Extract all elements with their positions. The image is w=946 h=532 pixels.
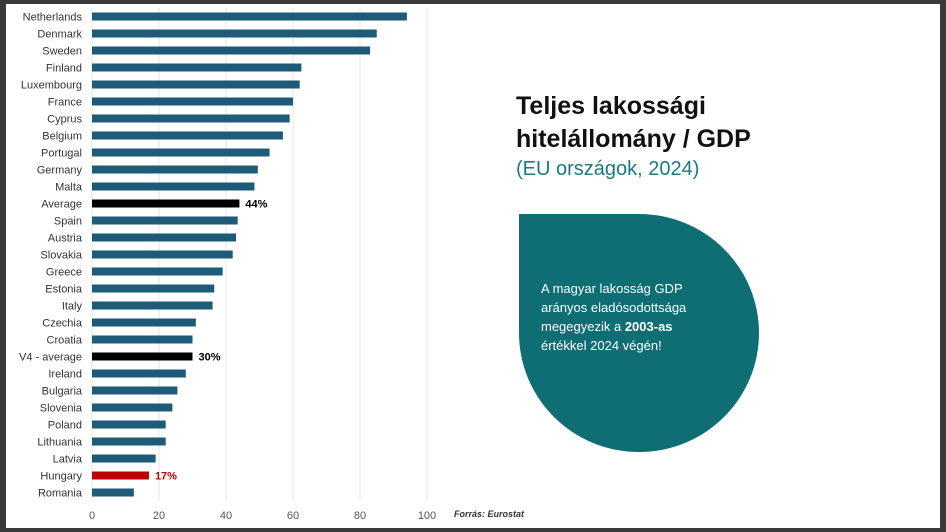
bar (92, 437, 166, 446)
category-label: Poland (48, 420, 82, 432)
bar (92, 369, 186, 378)
callout-line-2: arányos eladósodottsága (541, 300, 687, 315)
bar (92, 165, 258, 174)
category-label: Lithuania (37, 437, 83, 449)
bar (92, 114, 290, 123)
category-label: Average (41, 199, 82, 211)
category-label: Bulgaria (42, 386, 83, 398)
category-label: Czechia (42, 318, 83, 330)
category-label: V4 - average (19, 352, 82, 364)
bar (92, 386, 178, 395)
category-label: Finland (46, 63, 82, 75)
callout-bubble: A magyar lakosság GDP arányos eladósodot… (519, 214, 759, 452)
bar (92, 335, 193, 344)
category-label: Hungary (40, 471, 82, 483)
category-label: France (48, 97, 82, 109)
bar (92, 471, 149, 480)
slide: Netherlands Denmark Sweden Finland Luxembour… (6, 4, 940, 528)
category-label: Germany (37, 165, 83, 177)
bar (92, 233, 237, 242)
bar (92, 199, 240, 208)
category-label: Slovakia (40, 250, 82, 262)
callout-text: A magyar lakosság GDP arányos eladósodot… (541, 279, 741, 355)
x-tick-label: 100 (418, 510, 436, 522)
category-label: Austria (48, 233, 83, 245)
category-label: Cyprus (47, 114, 82, 126)
bar (92, 284, 215, 293)
bar (92, 182, 255, 191)
chart-title: Teljes lakossági hitelállomány / GDP (516, 92, 751, 153)
bar (92, 301, 213, 310)
title-block: Teljes lakossági hitelállomány / GDP (EU… (516, 90, 846, 181)
x-tick-label: 80 (354, 510, 366, 522)
category-label: Portugal (41, 148, 82, 160)
x-tick-label: 0 (89, 510, 95, 522)
category-label: Slovenia (40, 403, 83, 415)
callout-line-3-bold: 2003-as (624, 319, 673, 334)
bar (92, 454, 156, 463)
bar (92, 29, 377, 38)
category-label: Greece (46, 267, 82, 279)
category-label: Denmark (37, 29, 82, 41)
bar (92, 216, 238, 225)
category-label: Malta (55, 182, 83, 194)
bar (92, 250, 233, 259)
bar (92, 267, 223, 276)
callout-line-3-prefix: megegyezik a (541, 319, 625, 334)
category-label: Latvia (53, 454, 83, 466)
category-label: Italy (62, 301, 83, 313)
category-label: Croatia (47, 335, 83, 347)
bar (92, 12, 407, 21)
category-label: Estonia (45, 284, 83, 296)
bar-chart: Netherlands Denmark Sweden Finland Luxembour… (19, 8, 436, 522)
bar (92, 131, 283, 140)
x-tick-label: 20 (153, 510, 165, 522)
source-note: Forrás: Eurostat (454, 509, 525, 519)
bar (92, 318, 196, 327)
bar (92, 420, 166, 429)
bar (92, 403, 173, 412)
category-label: Belgium (42, 131, 82, 143)
bar (92, 352, 193, 361)
chart-subtitle: (EU országok, 2024) (516, 158, 700, 180)
bar (92, 488, 134, 497)
category-label: Spain (54, 216, 82, 228)
data-label: 30% (199, 352, 221, 364)
bar (92, 148, 270, 157)
bar (92, 46, 371, 55)
callout-line-1: A magyar lakosság GDP (541, 281, 683, 296)
category-label: Ireland (48, 369, 82, 381)
category-label: Romania (38, 488, 83, 500)
x-tick-label: 60 (287, 510, 299, 522)
callout-line-4: értékkel 2024 végén! (541, 338, 662, 353)
data-label: 44% (245, 199, 267, 211)
bar (92, 80, 300, 89)
x-tick-label: 40 (220, 510, 232, 522)
bar (92, 63, 302, 72)
category-label: Netherlands (23, 12, 83, 24)
category-label: Sweden (42, 46, 82, 58)
data-label: 17% (155, 471, 177, 483)
category-label: Luxembourg (21, 80, 82, 92)
bar (92, 97, 293, 106)
